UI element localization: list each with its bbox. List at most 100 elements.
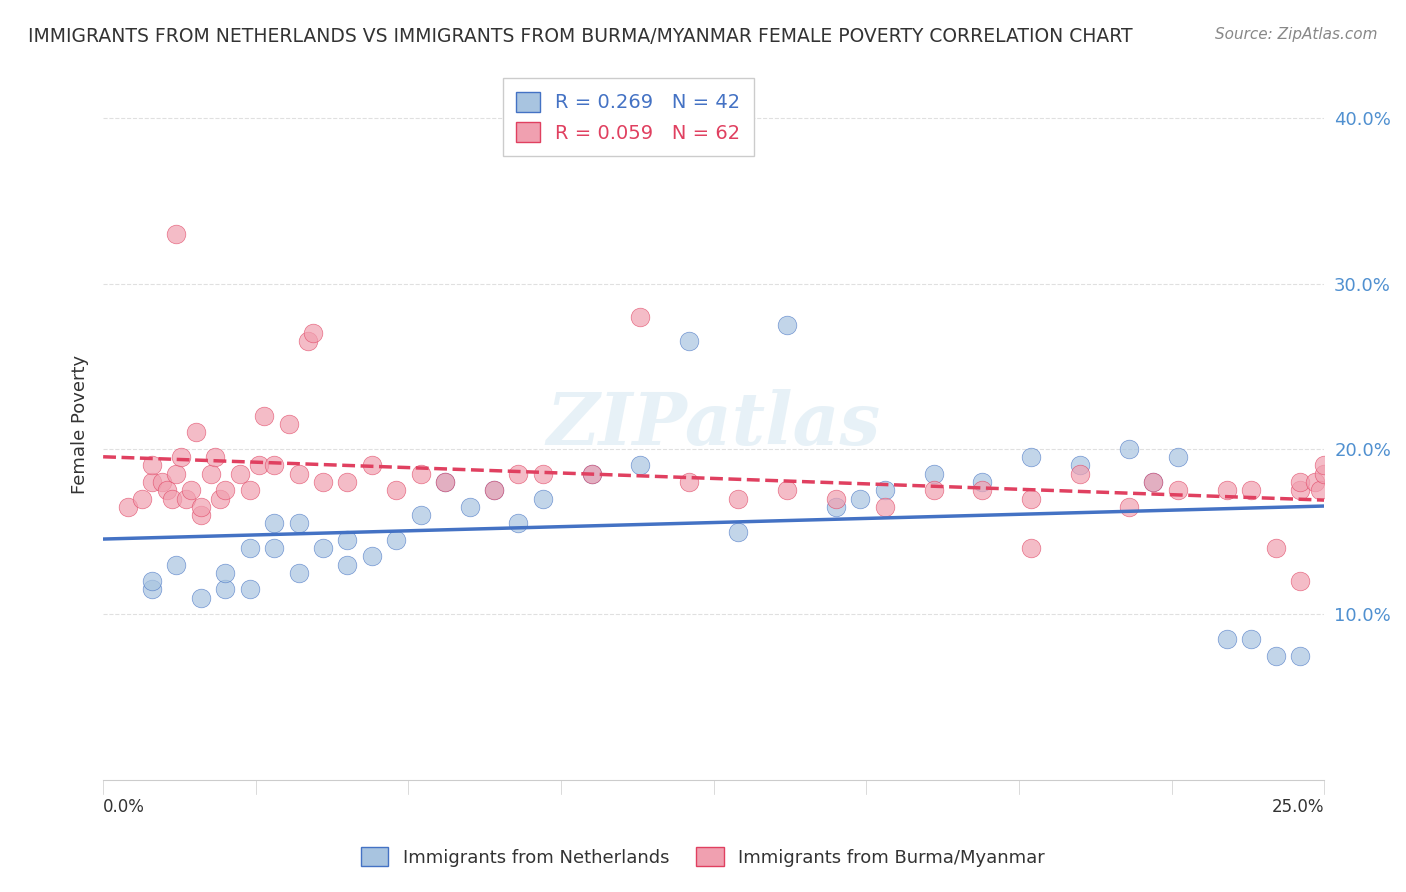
- Point: [1264, 648, 1286, 663]
- Point: [1069, 458, 1091, 473]
- Point: [434, 475, 457, 489]
- Text: 25.0%: 25.0%: [1272, 797, 1324, 815]
- Point: [131, 491, 153, 506]
- Point: [1215, 483, 1237, 498]
- Point: [1019, 450, 1042, 465]
- Point: [1313, 458, 1336, 473]
- Point: [482, 483, 505, 498]
- Point: [190, 508, 212, 522]
- Point: [1240, 632, 1263, 646]
- Point: [253, 409, 276, 423]
- Point: [263, 541, 285, 555]
- Point: [581, 467, 603, 481]
- Point: [263, 516, 285, 531]
- Point: [156, 483, 179, 498]
- Point: [678, 475, 700, 489]
- Text: Source: ZipAtlas.com: Source: ZipAtlas.com: [1215, 27, 1378, 42]
- Point: [922, 483, 945, 498]
- Point: [302, 326, 325, 340]
- Point: [1303, 475, 1326, 489]
- Point: [336, 475, 359, 489]
- Point: [385, 533, 408, 547]
- Point: [727, 491, 749, 506]
- Point: [165, 227, 187, 241]
- Point: [1289, 648, 1312, 663]
- Point: [184, 425, 207, 440]
- Point: [1264, 541, 1286, 555]
- Point: [214, 483, 236, 498]
- Point: [336, 558, 359, 572]
- Point: [141, 574, 163, 589]
- Point: [776, 318, 799, 332]
- Point: [873, 483, 896, 498]
- Point: [174, 491, 197, 506]
- Point: [825, 500, 848, 514]
- Point: [165, 467, 187, 481]
- Point: [239, 541, 262, 555]
- Point: [160, 491, 183, 506]
- Point: [1167, 450, 1189, 465]
- Point: [190, 500, 212, 514]
- Point: [239, 483, 262, 498]
- Point: [239, 582, 262, 597]
- Point: [508, 516, 530, 531]
- Point: [678, 334, 700, 349]
- Point: [204, 450, 226, 465]
- Point: [508, 467, 530, 481]
- Point: [1118, 500, 1140, 514]
- Point: [581, 467, 603, 481]
- Point: [1019, 491, 1042, 506]
- Point: [1308, 483, 1330, 498]
- Point: [180, 483, 202, 498]
- Point: [630, 310, 652, 324]
- Point: [312, 475, 335, 489]
- Point: [297, 334, 319, 349]
- Point: [1019, 541, 1042, 555]
- Point: [190, 591, 212, 605]
- Point: [1313, 467, 1336, 481]
- Legend: Immigrants from Netherlands, Immigrants from Burma/Myanmar: Immigrants from Netherlands, Immigrants …: [354, 840, 1052, 874]
- Point: [214, 582, 236, 597]
- Point: [117, 500, 139, 514]
- Point: [409, 508, 432, 522]
- Point: [1240, 483, 1263, 498]
- Point: [458, 500, 481, 514]
- Point: [287, 516, 309, 531]
- Text: IMMIGRANTS FROM NETHERLANDS VS IMMIGRANTS FROM BURMA/MYANMAR FEMALE POVERTY CORR: IMMIGRANTS FROM NETHERLANDS VS IMMIGRANT…: [28, 27, 1133, 45]
- Text: 0.0%: 0.0%: [103, 797, 145, 815]
- Point: [630, 458, 652, 473]
- Point: [385, 483, 408, 498]
- Point: [434, 475, 457, 489]
- Point: [1215, 632, 1237, 646]
- Point: [336, 533, 359, 547]
- Point: [1289, 483, 1312, 498]
- Point: [972, 475, 994, 489]
- Point: [360, 458, 382, 473]
- Point: [1142, 475, 1164, 489]
- Point: [277, 417, 299, 431]
- Point: [825, 491, 848, 506]
- Point: [1069, 467, 1091, 481]
- Point: [482, 483, 505, 498]
- Legend: R = 0.269   N = 42, R = 0.059   N = 62: R = 0.269 N = 42, R = 0.059 N = 62: [503, 78, 754, 156]
- Point: [141, 582, 163, 597]
- Point: [922, 467, 945, 481]
- Point: [776, 483, 799, 498]
- Point: [287, 467, 309, 481]
- Y-axis label: Female Poverty: Female Poverty: [72, 354, 89, 493]
- Point: [1289, 574, 1312, 589]
- Point: [263, 458, 285, 473]
- Point: [141, 458, 163, 473]
- Point: [170, 450, 193, 465]
- Point: [727, 524, 749, 539]
- Point: [200, 467, 222, 481]
- Point: [1167, 483, 1189, 498]
- Point: [531, 467, 554, 481]
- Point: [141, 475, 163, 489]
- Point: [531, 491, 554, 506]
- Point: [1142, 475, 1164, 489]
- Point: [312, 541, 335, 555]
- Point: [409, 467, 432, 481]
- Point: [214, 566, 236, 580]
- Point: [229, 467, 252, 481]
